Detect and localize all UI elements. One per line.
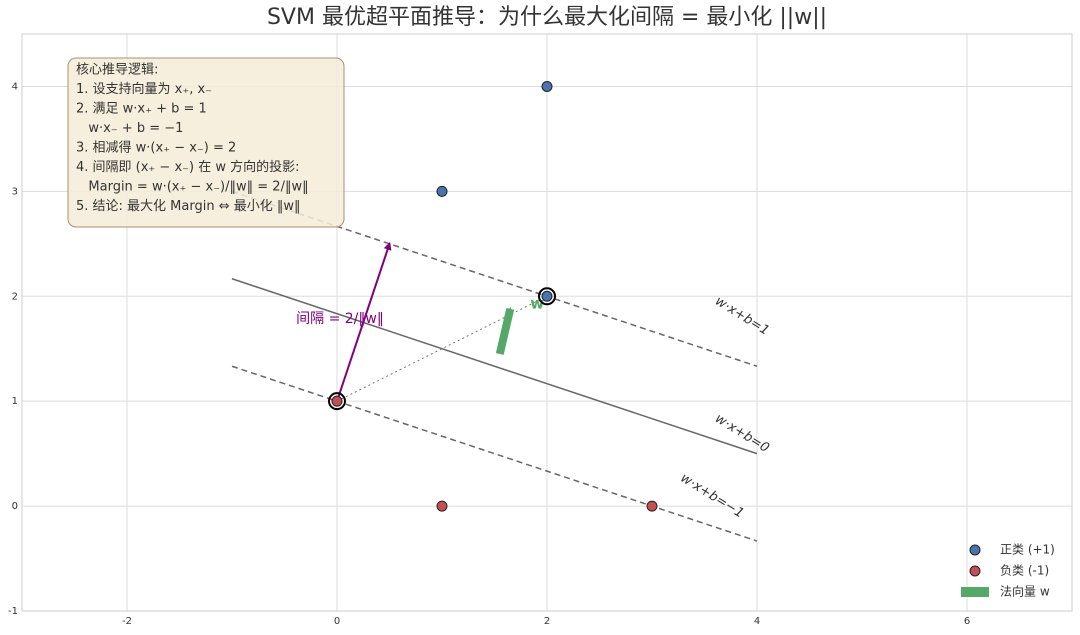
legend-label: 负类 (-1) [1000,564,1049,578]
legend-label: 正类 (+1) [1000,543,1055,557]
data-point [436,185,448,197]
textbox-line: 1. 设支持向量为 x₊, x₋ [76,81,212,97]
x-tick-label: -2 [122,616,132,627]
textbox-line: 3. 相减得 w·(x₊ − x₋) = 2 [76,140,236,156]
x-tick-label: 2 [544,616,550,627]
data-point [541,290,553,302]
x-tick-label: 0 [334,616,340,627]
hyperplane-line [231,365,758,542]
y-tick-label: 4 [12,81,18,92]
legend-marker [969,565,981,577]
hyperplane-line [231,278,758,455]
textbox-line: Margin = w·(x₊ − x₋)/‖w‖ = 2/‖w‖ [76,180,309,195]
legend-marker [969,544,981,556]
textbox-line: w·x₋ + b = −1 [76,121,183,136]
line-label: w·x+b=−1 [678,471,747,522]
legend-marker [961,587,989,597]
plot-frame [21,33,1073,612]
text-box [67,57,345,228]
data-point [331,395,343,407]
normal-label: w [530,294,544,312]
y-tick-label: -1 [8,606,18,617]
x-tick-label: 4 [754,616,760,627]
normal-vector [495,306,515,355]
legend-label: 法向量 w [1000,584,1050,599]
textbox-line: 2. 满足 w·x₊ + b = 1 [76,102,207,117]
y-tick-label: 0 [12,501,18,512]
textbox-line: 4. 间隔即 (x₊ − x₋) 在 w 方向的投影: [76,159,300,175]
y-tick-label: 2 [12,291,18,302]
data-point [541,80,553,92]
margin-arrow [336,241,392,402]
x-tick-label: 6 [964,616,970,627]
support-vector-ring [538,287,556,306]
data-point [646,500,658,512]
support-vector-ring [328,392,346,411]
y-tick-label: 1 [12,396,18,407]
chart-title: SVM 最优超平面推导：为什么最大化间隔 = 最小化 ||w|| [267,5,827,30]
line-label: w·x+b=1 [712,294,771,339]
y-tick-label: 3 [12,186,18,197]
margin-label: 间隔 = 2/‖w‖ [296,311,384,327]
data-point [436,500,448,512]
textbox-line: 核心推导逻辑: [76,63,158,78]
textbox-line: 5. 结论: 最大化 Margin ⇔ 最小化 ‖w‖ [76,199,301,214]
